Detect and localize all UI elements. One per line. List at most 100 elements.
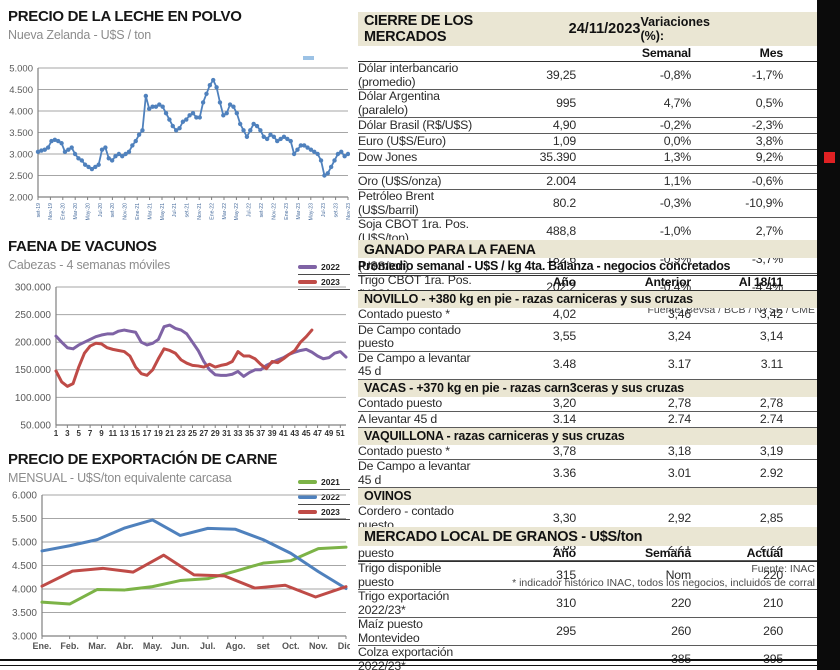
row-value: 3.36 — [552, 465, 576, 480]
row-value: 2.74 — [667, 411, 691, 426]
row-label: Trigo exportación 2022/23* — [358, 589, 450, 617]
row-value: 3,55 — [552, 329, 576, 344]
row-label: Dólar Argentina (paralelo) — [358, 89, 440, 117]
col-ano: Año — [552, 545, 577, 560]
svg-text:Jun.: Jun. — [171, 641, 190, 651]
markets-rows-group-1: Dólar interbancario (promedio) 39,25 -0,8%… — [358, 61, 817, 167]
row-value: 385 — [671, 651, 691, 666]
svg-text:35: 35 — [245, 429, 254, 438]
svg-text:5.000: 5.000 — [12, 537, 37, 548]
legend-swatch-icon — [298, 265, 317, 269]
svg-text:250.000: 250.000 — [15, 310, 52, 321]
row-label: Contado puesto * — [358, 444, 450, 459]
row-value: -0,2% — [659, 117, 691, 132]
legend-entry: 2022 — [298, 491, 350, 505]
table-row: Contado puesto * 4,02 3,46 3,42 — [358, 308, 817, 324]
svg-text:Mar.: Mar. — [88, 641, 106, 651]
svg-text:3.500: 3.500 — [9, 128, 33, 139]
row-value: 3,18 — [667, 444, 691, 459]
svg-text:3.500: 3.500 — [12, 608, 37, 619]
svg-text:37: 37 — [256, 429, 265, 438]
table-row: A levantar 45 d 3.14 2.74 2.74 — [358, 412, 817, 428]
svg-text:9: 9 — [99, 429, 104, 438]
legend-entry: 2023 — [298, 276, 350, 290]
row-value: 0,5% — [755, 95, 783, 110]
row-label: Dólar interbancario (promedio) — [358, 61, 459, 89]
row-value: 4,90 — [552, 117, 576, 132]
svg-text:Dic.: Dic. — [338, 641, 350, 651]
faena-chart-legend: 2022 2023 — [298, 261, 350, 290]
svg-text:41: 41 — [279, 429, 288, 438]
row-label: Euro (U$S/Euro) — [358, 133, 446, 148]
svg-text:Nov-19: Nov-19 — [48, 203, 54, 220]
cattle-column-headers: Año Anterior Al 18/11 — [358, 276, 817, 291]
cattle-section-header: VAQUILLONA - razas carniceras y sus cruz… — [358, 427, 817, 445]
svg-text:Ene-20: Ene-20 — [61, 203, 67, 220]
row-value: -0,8% — [659, 67, 691, 82]
svg-text:1: 1 — [54, 429, 59, 438]
row-label: Trigo disponible puesto — [358, 561, 442, 589]
svg-text:50.000: 50.000 — [20, 420, 51, 431]
bottom-double-line — [0, 659, 818, 666]
legend-swatch-icon — [298, 480, 317, 484]
row-value: 3.11 — [760, 357, 783, 372]
svg-text:4.000: 4.000 — [9, 106, 33, 117]
legend-entry: 2021 — [298, 476, 350, 490]
svg-text:3.000: 3.000 — [9, 149, 33, 160]
row-value: 3.48 — [552, 357, 576, 372]
svg-text:4.500: 4.500 — [12, 561, 37, 572]
export-chart-subtitle: MENSUAL - U$S/ton equivalente carcasa — [8, 471, 232, 485]
svg-text:2.500: 2.500 — [9, 171, 33, 182]
row-value: 1,3% — [663, 149, 691, 164]
cattle-section-header: OVINOS — [358, 488, 817, 506]
milk-price-line-chart: 5.000 4.500 4.000 3.500 3.000 2.500 2.000set-1… — [9, 63, 350, 220]
table-row: Dólar interbancario (promedio) 39,25 -0,8%… — [358, 61, 817, 91]
svg-text:Nov-21: Nov-21 — [197, 203, 203, 220]
right-edge-bar — [817, 0, 840, 670]
row-value: 260 — [671, 623, 691, 638]
legend-swatch-icon — [298, 495, 317, 499]
table-row: Colza exportación 2022/23* 385 395 — [358, 645, 817, 670]
svg-text:300.000: 300.000 — [15, 282, 52, 293]
row-label: Petróleo Brent (U$S/barril) — [358, 189, 434, 217]
svg-text:33: 33 — [234, 429, 243, 438]
svg-text:Mar-22: Mar-22 — [222, 203, 228, 220]
svg-text:Mar-23: Mar-23 — [296, 203, 302, 220]
svg-text:set: set — [257, 641, 270, 651]
svg-text:Nov-22: Nov-22 — [271, 203, 277, 220]
row-value: 2,92 — [667, 510, 691, 525]
row-label: Dow Jones — [358, 149, 418, 164]
row-value: 9,2% — [755, 149, 783, 164]
svg-text:Mar-20: Mar-20 — [73, 203, 79, 220]
row-label: Contado puesto — [358, 396, 443, 411]
svg-text:6.000: 6.000 — [12, 490, 37, 501]
svg-text:17: 17 — [143, 429, 152, 438]
svg-text:Ene-22: Ene-22 — [209, 203, 215, 220]
legend-label: 2022 — [321, 262, 340, 272]
table-row: Oro (U$S/onza) 2.004 1,1% -0,6% — [358, 173, 817, 191]
row-value: -0,6% — [751, 173, 783, 188]
row-value: 315 — [556, 567, 576, 582]
svg-text:set-20: set-20 — [110, 203, 116, 218]
cattle-table-title: GANADO PARA LA FAENA — [364, 241, 536, 257]
svg-text:Ene.: Ene. — [32, 641, 51, 651]
svg-text:Jul-20: Jul-20 — [98, 203, 104, 217]
svg-text:5.500: 5.500 — [12, 514, 37, 525]
legend-swatch-icon — [298, 280, 317, 284]
svg-text:Mar-21: Mar-21 — [147, 203, 153, 220]
row-label: Dólar Brasil (R$/U$S) — [358, 117, 473, 132]
cattle-groups: NOVILLO - +380 kg en pie - razas carnice… — [358, 291, 817, 562]
export-chart-legend: 2021 2022 2023 — [298, 476, 350, 520]
table-row: Contado puesto 3,20 2,78 2,78 — [358, 397, 817, 413]
row-value: 2,85 — [759, 510, 783, 525]
svg-text:Ago.: Ago. — [225, 641, 245, 651]
row-value: -1,0% — [659, 223, 691, 238]
row-value: 1,1% — [663, 173, 691, 188]
col-actual: Actual — [746, 545, 784, 560]
svg-text:51: 51 — [336, 429, 345, 438]
row-value: 3.01 — [667, 465, 691, 480]
legend-label: 2023 — [321, 277, 340, 287]
spacer — [358, 166, 817, 173]
